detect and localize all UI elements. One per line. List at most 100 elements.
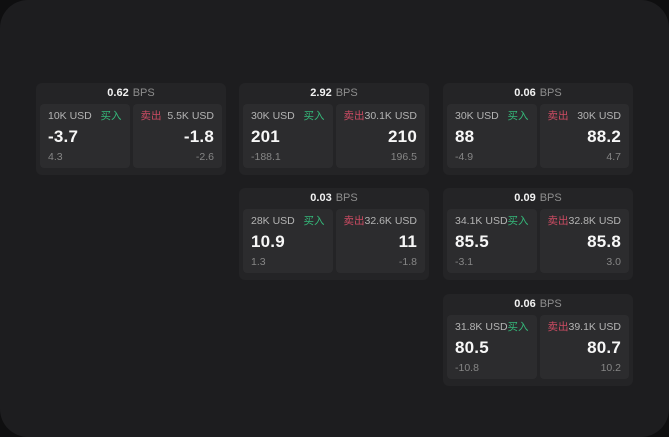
sell-tile[interactable]: 卖出 32.6K USD 11 -1.8 — [335, 209, 425, 273]
sell-side-tag: 卖出 — [547, 321, 569, 333]
sell-tile-header: 卖出 5.5K USD — [141, 111, 215, 122]
bps-unit-label: BPS — [335, 87, 358, 99]
sell-delta-value: 196.5 — [390, 150, 417, 163]
sell-notional-label: 5.5K USD — [167, 110, 214, 122]
buy-side-tag: 买入 — [507, 110, 529, 122]
buy-delta-value: -4.9 — [455, 150, 474, 163]
buy-tile[interactable]: 28K USD 买入 10.9 1.3 — [243, 209, 333, 273]
buy-notional-label: 10K USD — [48, 110, 92, 122]
quote-card: 0.06 BPS 30K USD 买入 88 -4.9 卖出 30K USD 8… — [443, 83, 633, 175]
bps-value: 0.62 — [107, 87, 129, 99]
buy-tile[interactable]: 31.8K USD 买入 80.5 -10.8 — [447, 315, 537, 379]
buy-tile-header: 30K USD 买入 — [455, 111, 529, 122]
sell-notional-label: 32.6K USD — [364, 215, 418, 227]
quote-card: 0.62 BPS 10K USD 买入 -3.7 4.3 卖出 5.5K USD… — [36, 83, 226, 175]
sell-tile-header: 卖出 32.6K USD — [344, 216, 418, 227]
quote-card-body: 30K USD 买入 88 -4.9 卖出 30K USD 88.2 4.7 — [443, 104, 633, 168]
buy-delta-value: -10.8 — [455, 361, 479, 374]
sell-tile[interactable]: 卖出 32.8K USD 85.8 3.0 — [539, 209, 629, 273]
buy-delta-value: 1.3 — [251, 255, 266, 268]
buy-delta-value: 4.3 — [48, 150, 63, 163]
sell-delta-value: -1.8 — [398, 255, 417, 268]
buy-price-value: 10.9 — [251, 232, 285, 251]
buy-notional-label: 28K USD — [251, 215, 295, 227]
quote-card-body: 30K USD 买入 201 -188.1 卖出 30.1K USD 210 1… — [239, 104, 429, 168]
bps-unit-label: BPS — [539, 192, 562, 204]
quote-card-body: 28K USD 买入 10.9 1.3 卖出 32.6K USD 11 -1.8 — [239, 209, 429, 273]
bps-value: 0.06 — [514, 87, 536, 99]
bps-value: 2.92 — [310, 87, 332, 99]
sell-notional-label: 39.1K USD — [568, 321, 622, 333]
quote-card-body: 31.8K USD 买入 80.5 -10.8 卖出 39.1K USD 80.… — [443, 315, 633, 379]
sell-delta-value: -2.6 — [195, 150, 214, 163]
buy-notional-label: 30K USD — [455, 110, 499, 122]
buy-price-value: 201 — [251, 127, 280, 146]
buy-delta-value: -3.1 — [455, 255, 474, 268]
sell-delta-value: 3.0 — [606, 255, 621, 268]
sell-tile-header: 卖出 39.1K USD — [548, 322, 622, 333]
buy-price-value: 88 — [455, 127, 475, 146]
sell-price-value: 88.2 — [587, 127, 621, 146]
buy-price-value: 80.5 — [455, 338, 489, 357]
buy-tile-header: 10K USD 买入 — [48, 111, 122, 122]
buy-notional-label: 30K USD — [251, 110, 295, 122]
sell-price-value: -1.8 — [183, 127, 214, 146]
buy-tile[interactable]: 30K USD 买入 88 -4.9 — [447, 104, 537, 168]
sell-price-value: 80.7 — [587, 338, 621, 357]
bps-header: 0.03 BPS — [239, 188, 429, 209]
quote-card: 2.92 BPS 30K USD 买入 201 -188.1 卖出 30.1K … — [239, 83, 429, 175]
buy-side-tag: 买入 — [507, 215, 529, 227]
sell-tile[interactable]: 卖出 39.1K USD 80.7 10.2 — [539, 315, 629, 379]
buy-side-tag: 买入 — [303, 110, 325, 122]
sell-tile[interactable]: 卖出 30.1K USD 210 196.5 — [335, 104, 425, 168]
bps-value: 0.03 — [310, 192, 332, 204]
bps-value: 0.06 — [514, 298, 536, 310]
quote-card-body: 10K USD 买入 -3.7 4.3 卖出 5.5K USD -1.8 -2.… — [36, 104, 226, 168]
buy-price-value: -3.7 — [48, 127, 79, 146]
sell-price-value: 85.8 — [587, 232, 621, 251]
buy-tile[interactable]: 30K USD 买入 201 -188.1 — [243, 104, 333, 168]
bps-header: 2.92 BPS — [239, 83, 429, 104]
bps-header: 0.06 BPS — [443, 83, 633, 104]
buy-tile-header: 31.8K USD 买入 — [455, 322, 529, 333]
sell-price-value: 11 — [398, 232, 417, 251]
quote-card: 0.06 BPS 31.8K USD 买入 80.5 -10.8 卖出 39.1… — [443, 294, 633, 386]
sell-notional-label: 30K USD — [577, 110, 621, 122]
bps-unit-label: BPS — [335, 192, 358, 204]
buy-notional-label: 31.8K USD — [455, 321, 508, 333]
buy-side-tag: 买入 — [100, 110, 122, 122]
sell-tile-header: 卖出 32.8K USD — [548, 216, 622, 227]
sell-delta-value: 4.7 — [606, 150, 621, 163]
buy-tile[interactable]: 34.1K USD 买入 85.5 -3.1 — [447, 209, 537, 273]
buy-tile-header: 30K USD 买入 — [251, 111, 325, 122]
bps-unit-label: BPS — [539, 87, 562, 99]
bps-value: 0.09 — [514, 192, 536, 204]
buy-tile-header: 34.1K USD 买入 — [455, 216, 529, 227]
sell-side-tag: 卖出 — [343, 110, 365, 122]
sell-tile[interactable]: 卖出 30K USD 88.2 4.7 — [539, 104, 629, 168]
sell-side-tag: 卖出 — [343, 215, 365, 227]
sell-side-tag: 卖出 — [547, 215, 569, 227]
bps-header: 0.62 BPS — [36, 83, 226, 104]
buy-tile-header: 28K USD 买入 — [251, 216, 325, 227]
sell-price-value: 210 — [388, 127, 417, 146]
buy-price-value: 85.5 — [455, 232, 489, 251]
bps-header: 0.09 BPS — [443, 188, 633, 209]
quote-card-body: 34.1K USD 买入 85.5 -3.1 卖出 32.8K USD 85.8… — [443, 209, 633, 273]
buy-tile[interactable]: 10K USD 买入 -3.7 4.3 — [40, 104, 130, 168]
sell-notional-label: 30.1K USD — [364, 110, 418, 122]
buy-side-tag: 买入 — [507, 321, 529, 333]
quote-card: 0.03 BPS 28K USD 买入 10.9 1.3 卖出 32.6K US… — [239, 188, 429, 280]
bps-unit-label: BPS — [132, 87, 155, 99]
sell-side-tag: 卖出 — [547, 110, 569, 122]
sell-tile-header: 卖出 30.1K USD — [344, 111, 418, 122]
buy-notional-label: 34.1K USD — [455, 215, 508, 227]
sell-notional-label: 32.8K USD — [568, 215, 622, 227]
bps-header: 0.06 BPS — [443, 294, 633, 315]
buy-side-tag: 买入 — [303, 215, 325, 227]
sell-delta-value: 10.2 — [600, 361, 621, 374]
sell-tile[interactable]: 卖出 5.5K USD -1.8 -2.6 — [132, 104, 222, 168]
buy-delta-value: -188.1 — [251, 150, 281, 163]
